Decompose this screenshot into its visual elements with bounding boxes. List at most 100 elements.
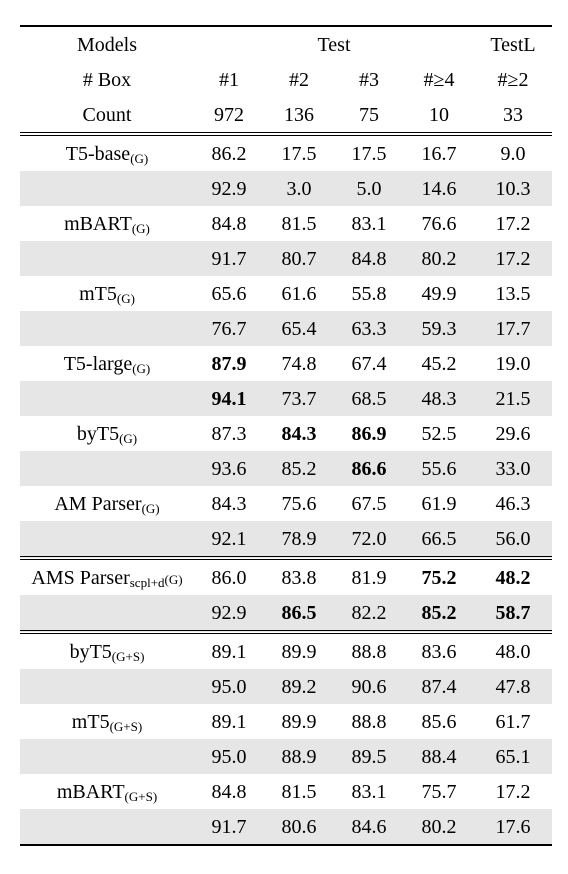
score-cell: 86.6 <box>334 451 404 486</box>
score-cell: 61.9 <box>421 492 457 515</box>
table-row: mT5(G+S) 89.1 89.9 88.8 85.6 61.7 <box>20 704 552 739</box>
header-box-ge2: #≥2 <box>497 68 529 91</box>
model-setting: (G) <box>164 571 183 587</box>
score-cell: 92.9 <box>194 595 264 632</box>
score-cell: 75.2 <box>404 556 474 595</box>
model-name: T5-large <box>63 352 133 375</box>
header-count-label: Count <box>82 103 132 126</box>
score-cell: 84.6 <box>334 809 404 846</box>
model-name: mBART <box>64 212 132 235</box>
score-cell: 84.3 <box>281 422 317 445</box>
score-cell: 89.9 <box>264 630 334 669</box>
score-cell: 63.3 <box>334 311 404 346</box>
score-cell: 68.5 <box>334 381 404 416</box>
score-cell: 17.5 <box>264 132 334 171</box>
score-cell: 67.4 <box>351 352 387 375</box>
score-cell: 88.4 <box>404 739 474 774</box>
score-cell: 80.2 <box>404 809 474 846</box>
header-test: Test <box>194 25 474 62</box>
table-row: byT5(G+S) 89.1 89.9 88.8 83.6 48.0 <box>20 630 552 669</box>
score-cell: 59.3 <box>404 311 474 346</box>
score-cell: 48.2 <box>474 556 552 595</box>
table-row: 92.9 86.5 82.2 85.2 58.7 <box>20 595 552 632</box>
model-name-cell: T5-large(G) <box>20 346 194 381</box>
score-cell: 17.2 <box>474 241 552 276</box>
score-cell: 72.0 <box>334 521 404 558</box>
model-name-cell <box>20 381 194 416</box>
score-cell: 61.7 <box>495 710 531 733</box>
score-cell: 81.9 <box>334 556 404 595</box>
score-cell: 80.6 <box>264 809 334 846</box>
score-cell: 86.9 <box>351 422 387 445</box>
score-cell: 13.5 <box>495 282 531 305</box>
score-cell: 55.8 <box>351 282 387 305</box>
model-subscript: (G) <box>116 290 135 306</box>
header-count-3: 75 <box>359 103 379 126</box>
table-row: 94.1 73.7 68.5 48.3 21.5 <box>20 381 552 416</box>
score-cell: 10.3 <box>474 171 552 206</box>
score-cell: 16.7 <box>404 132 474 171</box>
score-cell: 92.1 <box>194 521 264 558</box>
score-cell: 91.7 <box>194 241 264 276</box>
score-cell: 76.6 <box>421 212 457 235</box>
score-cell: 87.4 <box>404 669 474 704</box>
score-cell: 84.8 <box>211 212 247 235</box>
score-cell: 87.9 <box>211 352 247 375</box>
table-row: T5-base(G) 86.2 17.5 17.5 16.7 9.0 <box>20 132 552 171</box>
model-name-cell <box>20 521 194 558</box>
score-cell: 75.7 <box>421 780 457 803</box>
score-cell: 85.2 <box>404 595 474 632</box>
score-cell: 86.0 <box>194 556 264 595</box>
score-cell: 80.7 <box>264 241 334 276</box>
header-box-ge4: #≥4 <box>423 68 455 91</box>
score-cell: 83.1 <box>351 212 387 235</box>
table-row: AMS Parserscpl+d(G) 86.0 83.8 81.9 75.2 48.2 <box>20 556 552 595</box>
score-cell: 75.6 <box>281 492 317 515</box>
table-row: 95.0 88.9 89.5 88.4 65.1 <box>20 739 552 774</box>
model-subscript: (G) <box>141 500 160 516</box>
score-cell: 61.6 <box>281 282 317 305</box>
table-row: 92.9 3.0 5.0 14.6 10.3 <box>20 171 552 206</box>
score-cell: 17.6 <box>474 809 552 846</box>
score-cell: 89.1 <box>211 710 247 733</box>
score-cell: 48.0 <box>474 630 552 669</box>
score-cell: 85.2 <box>264 451 334 486</box>
score-cell: 88.8 <box>334 630 404 669</box>
header-testl: TestL <box>474 25 552 62</box>
score-cell: 65.1 <box>474 739 552 774</box>
model-name-cell: mBART(G) <box>20 206 194 241</box>
model-name: mBART <box>56 780 125 803</box>
header-count-5: 33 <box>503 103 523 126</box>
score-cell: 74.8 <box>281 352 317 375</box>
model-subscript: (G+S) <box>109 718 143 734</box>
score-cell: 46.3 <box>495 492 531 515</box>
table-row: mBART(G+S) 84.8 81.5 83.1 75.7 17.2 <box>20 774 552 809</box>
results-table: Models Test TestL # Box #1 #2 #3 #≥4 #≥2… <box>20 25 552 846</box>
score-cell: 67.5 <box>351 492 387 515</box>
model-name-cell <box>20 595 194 632</box>
score-cell: 17.7 <box>474 311 552 346</box>
header-box-2: #2 <box>289 68 309 91</box>
score-cell: 91.7 <box>194 809 264 846</box>
score-cell: 5.0 <box>334 171 404 206</box>
table-row: 95.0 89.2 90.6 87.4 47.8 <box>20 669 552 704</box>
model-subscript: (G) <box>131 220 150 236</box>
score-cell: 95.0 <box>194 669 264 704</box>
model-name-cell: AMS Parserscpl+d(G) <box>20 556 194 595</box>
header-row-box: # Box #1 #2 #3 #≥4 #≥2 <box>20 62 552 97</box>
model-name-cell: mT5(G) <box>20 276 194 311</box>
score-cell: 65.4 <box>264 311 334 346</box>
model-name: AM Parser <box>54 492 142 515</box>
model-name: AMS Parser <box>31 566 130 589</box>
header-count-2: 136 <box>284 103 314 126</box>
score-cell: 19.0 <box>495 352 531 375</box>
model-name-cell <box>20 311 194 346</box>
score-cell: 47.8 <box>474 669 552 704</box>
score-cell: 17.5 <box>334 132 404 171</box>
model-name-cell <box>20 739 194 774</box>
table-row: byT5(G) 87.3 84.3 86.9 52.5 29.6 <box>20 416 552 451</box>
model-name: byT5 <box>76 422 120 445</box>
model-name-cell: mBART(G+S) <box>20 774 194 809</box>
table-row: T5-large(G) 87.9 74.8 67.4 45.2 19.0 <box>20 346 552 381</box>
